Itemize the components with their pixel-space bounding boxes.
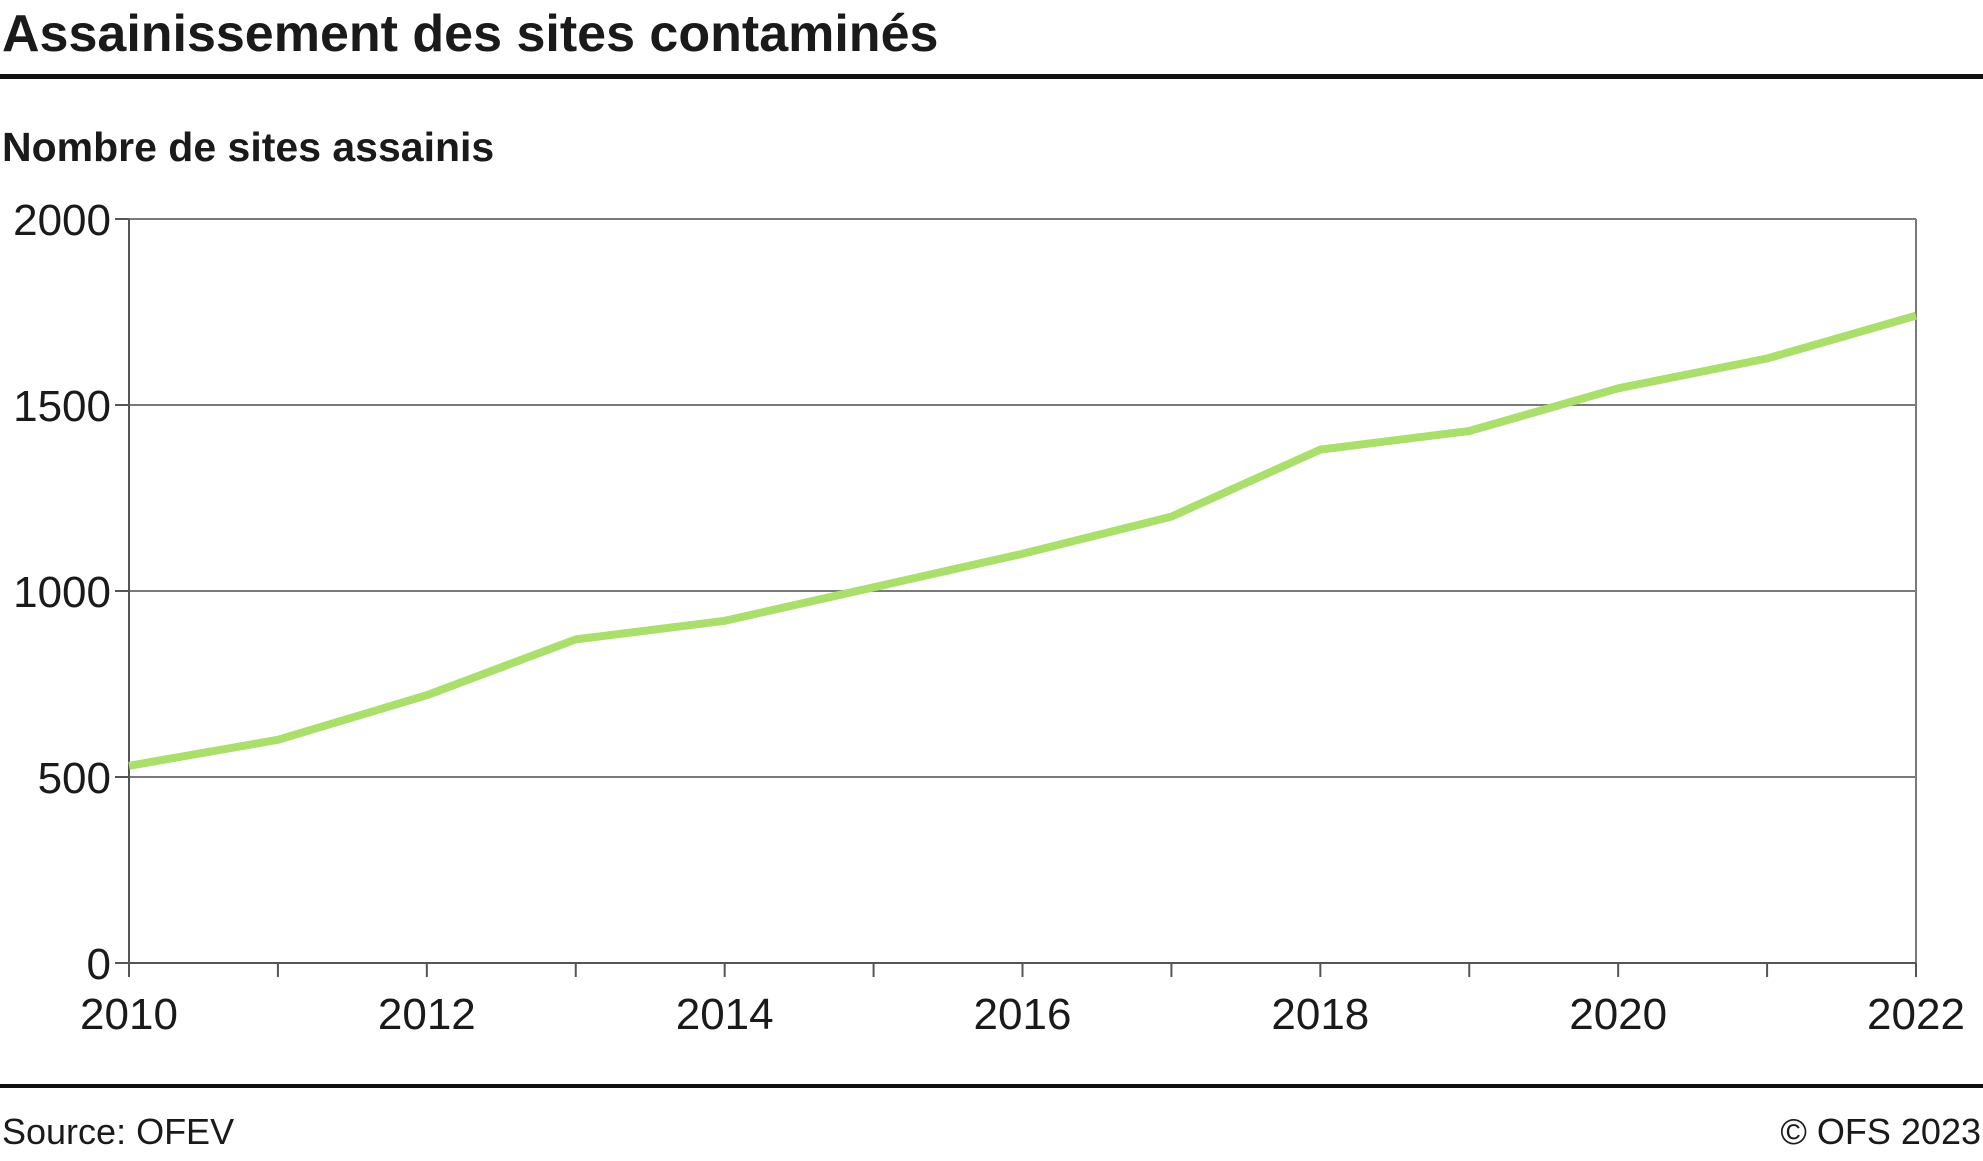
data-point bbox=[1320, 449, 1321, 450]
line-chart: 0 500 1000 1500 2000 2010 2012 2014 2016 2018 2020… bbox=[13, 196, 1965, 1039]
y-tick-label: 2000 bbox=[13, 196, 111, 245]
data-point bbox=[1469, 431, 1470, 432]
copyright-note: © OFS 2023 bbox=[1780, 1111, 1981, 1152]
x-tick-label: 2010 bbox=[80, 990, 178, 1039]
chart-subtitle: Nombre de sites assainis bbox=[2, 124, 495, 170]
footer-divider bbox=[0, 1084, 1983, 1088]
data-point bbox=[575, 639, 576, 640]
y-tick-label: 1500 bbox=[13, 382, 111, 431]
title-divider bbox=[0, 74, 1983, 79]
y-tick-label: 500 bbox=[38, 754, 111, 803]
data-point bbox=[1916, 315, 1917, 316]
data-point bbox=[724, 620, 725, 621]
x-tick-label: 2012 bbox=[378, 990, 476, 1039]
data-point bbox=[1171, 516, 1172, 517]
data-point bbox=[1618, 388, 1619, 389]
x-tick-label: 2020 bbox=[1569, 990, 1667, 1039]
data-point bbox=[129, 765, 130, 766]
chart-title: Assainissement des sites contaminés bbox=[2, 5, 939, 63]
x-tick-label: 2022 bbox=[1867, 990, 1965, 1039]
y-tick-label: 1000 bbox=[13, 568, 111, 617]
series-line bbox=[128, 311, 1918, 770]
data-point bbox=[277, 739, 278, 740]
source-note: Source: OFEV bbox=[2, 1111, 235, 1152]
x-tick-label: 2016 bbox=[974, 990, 1072, 1039]
data-point bbox=[1022, 553, 1023, 554]
data-point bbox=[1767, 358, 1768, 359]
x-tick-label: 2018 bbox=[1271, 990, 1369, 1039]
y-tick-label: 0 bbox=[87, 940, 111, 989]
x-tick-label: 2014 bbox=[676, 990, 774, 1039]
data-point bbox=[873, 587, 874, 588]
data-point bbox=[426, 695, 427, 696]
